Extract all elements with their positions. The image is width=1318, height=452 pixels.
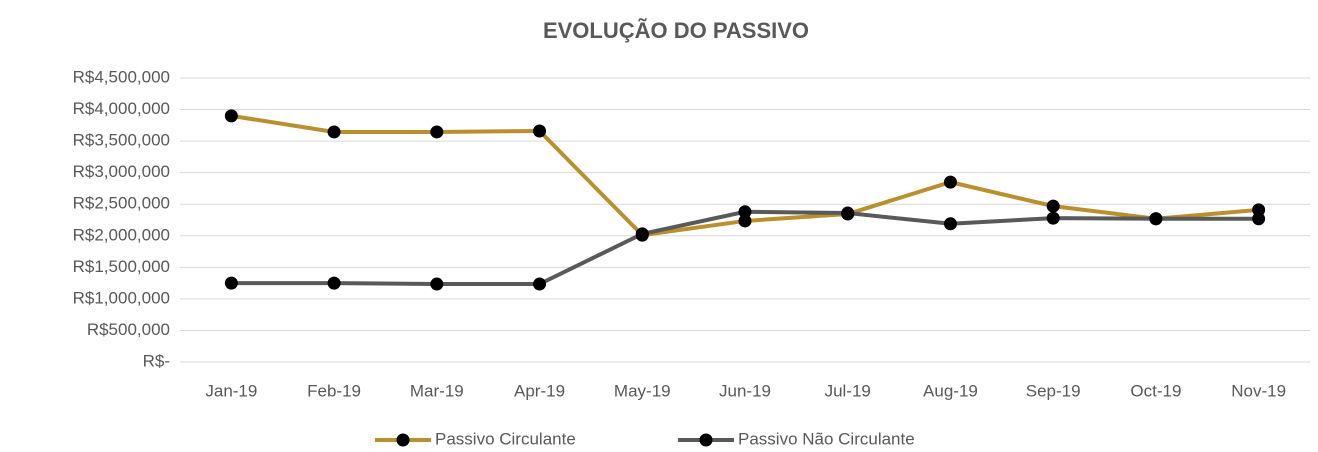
data-point	[1149, 212, 1163, 226]
y-tick-label: R$3,000,000	[73, 162, 170, 181]
y-tick-label: R$2,000,000	[73, 225, 170, 244]
x-tick-label: May-19	[614, 381, 671, 400]
legend-label: Passivo Circulante	[435, 429, 576, 448]
data-point	[533, 277, 547, 291]
y-tick-label: R$4,000,000	[73, 99, 170, 118]
data-point	[430, 125, 444, 139]
y-tick-label: R$1,500,000	[73, 257, 170, 276]
data-point	[738, 205, 752, 219]
x-tick-label: Feb-19	[307, 381, 361, 400]
legend-marker	[699, 433, 713, 447]
y-tick-label: R$1,000,000	[73, 288, 170, 307]
data-point	[1252, 212, 1266, 226]
x-tick-label: Apr-19	[514, 381, 565, 400]
x-tick-label: Mar-19	[410, 381, 464, 400]
x-tick-label: Oct-19	[1130, 381, 1181, 400]
chart-title: EVOLUÇÃO DO PASSIVO	[543, 18, 809, 43]
data-point	[1046, 199, 1060, 213]
data-point	[943, 217, 957, 231]
y-tick-label: R$500,000	[87, 320, 170, 339]
data-point	[841, 206, 855, 220]
x-tick-label: Jan-19	[205, 381, 257, 400]
data-point	[943, 175, 957, 189]
data-point	[327, 276, 341, 290]
data-point	[738, 214, 752, 228]
data-point	[635, 227, 649, 241]
y-tick-label: R$3,500,000	[73, 131, 170, 150]
data-point	[224, 276, 238, 290]
data-point	[224, 109, 238, 123]
y-tick-label: R$4,500,000	[73, 67, 170, 86]
data-point	[533, 124, 547, 138]
y-tick-label: R$2,500,000	[73, 194, 170, 213]
y-tick-label: R$-	[143, 351, 170, 370]
x-tick-label: Jun-19	[719, 381, 771, 400]
x-tick-label: Nov-19	[1231, 381, 1286, 400]
x-tick-label: Jul-19	[825, 381, 871, 400]
legend-label: Passivo Não Circulante	[738, 429, 915, 448]
legend-marker	[396, 433, 410, 447]
data-point	[1046, 211, 1060, 225]
x-tick-label: Sep-19	[1026, 381, 1081, 400]
data-point	[327, 125, 341, 139]
x-tick-label: Aug-19	[923, 381, 978, 400]
data-point	[430, 277, 444, 291]
